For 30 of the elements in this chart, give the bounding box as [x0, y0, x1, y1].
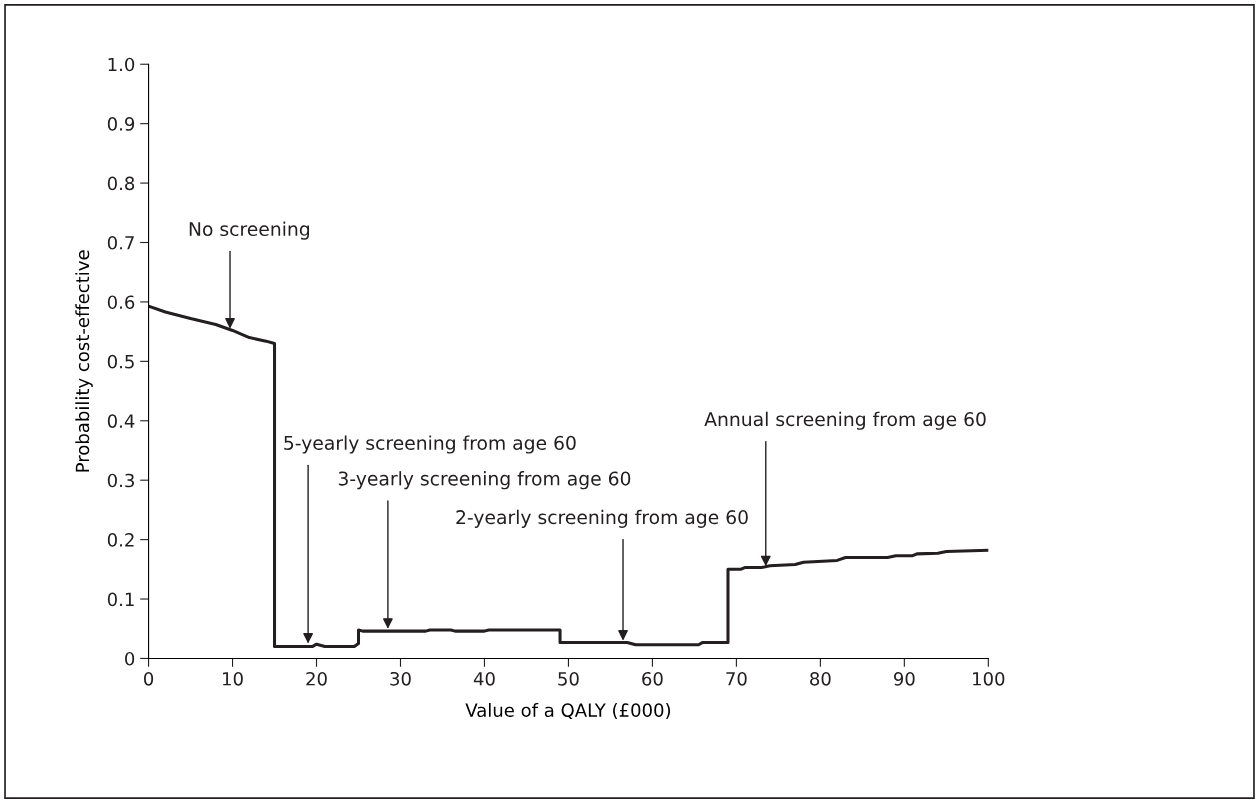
y-tick-label: 0.8: [107, 176, 135, 191]
x-tick-label: 10: [223, 671, 243, 686]
x-tick-label: 60: [642, 671, 663, 686]
x-tick-label: 0: [144, 671, 154, 686]
x-tick-label: 70: [726, 671, 747, 686]
y-axis-title: Probability cost-effective: [75, 250, 93, 472]
y-tick-label: 0.9: [107, 117, 135, 131]
y-tick-label: 0.3: [107, 473, 134, 488]
annotation: No screening: [189, 221, 310, 240]
x-tick-label: 30: [390, 671, 411, 686]
x-tick-label: 20: [306, 671, 327, 686]
x-tick-label: 40: [473, 671, 495, 686]
y-tick-label: 0.4: [107, 414, 135, 428]
y-tick-label: 1.0: [108, 57, 135, 72]
y-tick-label: 0.7: [107, 235, 134, 250]
y-tick-label: 0.1: [107, 592, 134, 607]
y-tick-label: 0.6: [107, 295, 135, 310]
x-tick-label: 50: [558, 671, 579, 686]
annotation: 5-yearly screening from age 60: [284, 435, 576, 454]
annotation: 3-yearly screening from age 60: [338, 471, 631, 490]
annotation: Annual screening from age 60: [704, 411, 986, 430]
y-tick-label: 0.2: [107, 533, 134, 547]
x-tick-label: 80: [810, 671, 831, 686]
x-axis-title: Value of a QALY (£000): [465, 703, 671, 720]
annotation: 2-yearly screening from age 60: [456, 509, 748, 528]
line-series: [148, 304, 989, 649]
x-tick-label: 90: [893, 671, 915, 686]
y-tick-label: 0: [125, 651, 135, 666]
x-tick-label: 100: [973, 671, 1005, 686]
y-tick-label: 0.5: [107, 354, 134, 369]
